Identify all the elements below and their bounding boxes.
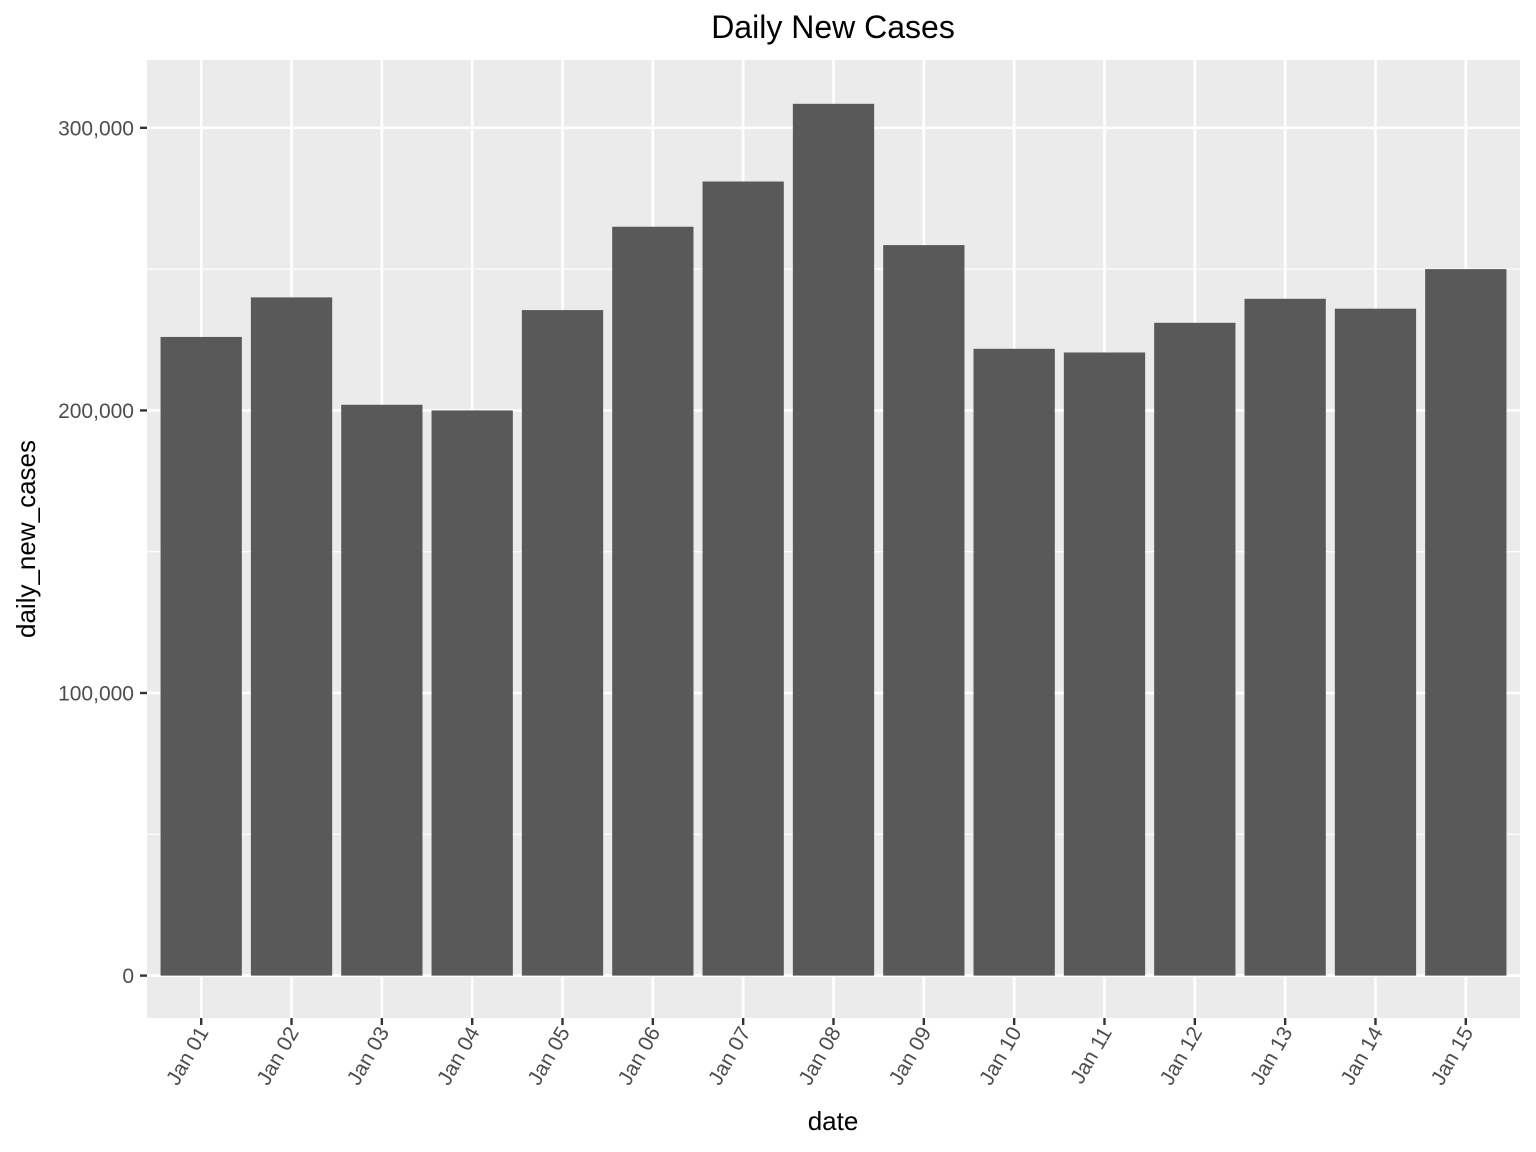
bar-jan-06 (612, 226, 694, 976)
x-tick-label: Jan 02 (252, 1023, 303, 1089)
x-tick-label: Jan 07 (704, 1023, 755, 1089)
bar-jan-15 (1425, 269, 1507, 976)
bar-jan-08 (792, 103, 875, 976)
bar-jan-10 (973, 348, 1055, 976)
x-tick-label: Jan 06 (614, 1023, 665, 1089)
x-tick-label: Jan 04 (433, 1023, 485, 1089)
bars (160, 103, 1507, 976)
bar-jan-05 (521, 310, 604, 976)
x-tick-label: Jan 13 (1246, 1023, 1297, 1089)
bar-jan-07 (702, 181, 784, 976)
x-tick-label: Jan 03 (343, 1023, 394, 1089)
bar-jan-13 (1244, 298, 1326, 976)
x-tick-label: Jan 12 (1156, 1023, 1207, 1089)
x-tick-label: Jan 01 (162, 1023, 213, 1089)
y-axis-title: daily_new_cases (11, 440, 41, 638)
y-axis: 0 100,000 200,000 300,000 (58, 117, 147, 988)
y-tick-label: 0 (122, 965, 134, 988)
bar-jan-12 (1154, 322, 1236, 976)
x-axis-title: date (808, 1106, 859, 1136)
x-tick-label: Jan 05 (523, 1023, 574, 1089)
bar-jan-02 (250, 297, 333, 976)
y-tick-label: 200,000 (58, 400, 134, 423)
x-tick-label: Jan 08 (794, 1023, 845, 1089)
bar-jan-04 (431, 410, 513, 976)
chart-title: Daily New Cases (711, 9, 955, 45)
y-tick-label: 300,000 (58, 117, 134, 140)
bar-jan-01 (160, 336, 242, 976)
x-tick-label: Jan 10 (975, 1023, 1026, 1089)
bar-jan-11 (1063, 352, 1146, 976)
bar-jan-03 (341, 404, 423, 976)
bar-jan-14 (1334, 308, 1417, 976)
y-tick-label: 100,000 (58, 683, 134, 706)
x-tick-label: Jan 09 (885, 1023, 936, 1089)
x-tick-label: Jan 15 (1427, 1023, 1478, 1089)
x-axis: Jan 01 Jan 02 Jan 03 Jan 04 Jan 05 Jan 06 Jan … (162, 1018, 1478, 1089)
bar-jan-09 (883, 245, 965, 976)
x-tick-label: Jan 14 (1336, 1023, 1388, 1089)
x-tick-label: Jan 11 (1066, 1023, 1117, 1088)
